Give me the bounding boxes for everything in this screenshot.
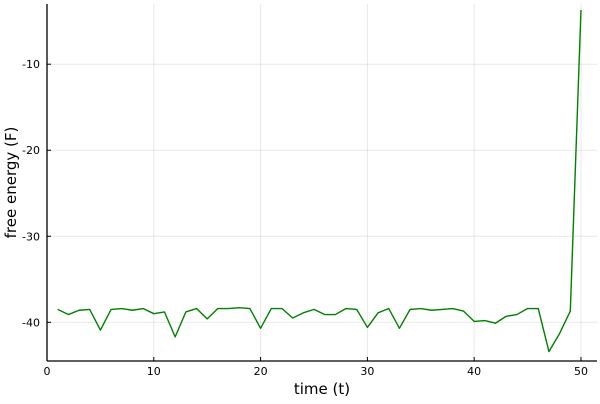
x-tick-label: 50 [574, 365, 588, 378]
x-axis-title: time (t) [294, 380, 350, 398]
x-tick-label: 40 [467, 365, 481, 378]
y-axis-title: free energy (F) [2, 127, 20, 239]
x-tick-label: 0 [44, 365, 51, 378]
x-tick-label: 10 [147, 365, 161, 378]
series-line-1 [57, 9, 582, 353]
y-tick-label: -20 [22, 144, 40, 157]
gridlines [46, 4, 597, 361]
y-tick-label: -10 [22, 58, 40, 71]
axes [46, 4, 597, 362]
x-tick-label: 30 [360, 365, 374, 378]
y-tick-label: -40 [22, 316, 40, 329]
x-tick-label: 20 [254, 365, 268, 378]
series-layer [57, 9, 582, 353]
y-tick-label: -30 [22, 230, 40, 243]
tick-labels: 0 10 20 30 40 50 -40 -30 -20 -10 [22, 58, 588, 378]
